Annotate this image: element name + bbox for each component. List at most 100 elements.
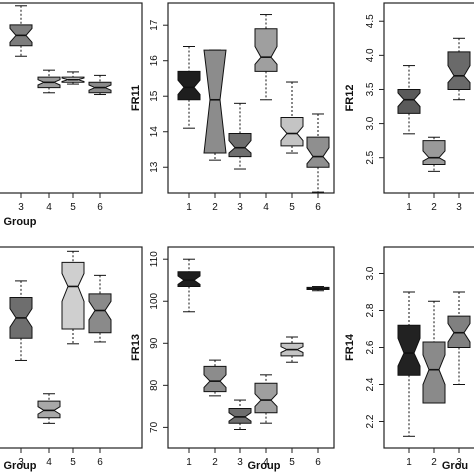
y-tick-label: 110 [149,251,160,267]
box [88,293,112,334]
box [254,382,278,414]
y-axis-label: FR12 [344,85,356,112]
plot-frame [383,2,474,194]
panel-5: 1 2 3 4 5 6 Group 70 80 90 100 110 FR13 [130,246,335,472]
x-tick-label: 5 [70,202,76,213]
box-group-6 [306,286,330,292]
x-tick-label: 6 [97,202,103,213]
x-tick-label: 3 [456,202,462,213]
y-axis-label: FR11 [130,85,142,111]
box-group-4 [254,14,278,101]
x-tick-label: 3 [456,457,462,468]
x-tick-label: 5 [289,202,295,213]
y-tick-label: 2.8 [365,303,376,317]
box-group-3 [228,399,252,430]
box [397,324,421,376]
box [228,408,252,424]
x-tick-label: 1 [186,202,192,213]
x-tick-label: 2 [212,457,218,468]
box-group-5 [280,336,304,363]
box [203,49,227,154]
y-tick-label: 16 [149,55,160,67]
x-tick-label: 5 [289,457,295,468]
box-group-2 [422,300,446,404]
box [447,51,471,90]
y-tick-label: 100 [149,292,160,309]
x-tick-label: 2 [212,202,218,213]
y-tick-label: 80 [149,379,160,391]
x-tick-label: 4 [263,457,269,468]
box [228,133,252,158]
plot-frame [0,246,143,449]
box-group-3 [447,291,471,385]
x-tick-label: 2 [431,202,437,213]
y-tick-label: 2.5 [365,150,376,164]
y-tick-label: 15 [149,90,160,102]
y-tick-label: 3.0 [365,266,376,280]
panel-2: 1 2 3 4 5 6 13 14 15 16 17 FR11 [130,2,335,213]
y-axis-label: FR13 [130,334,142,361]
y-tick-label: 14 [149,126,160,138]
y-tick-label: 90 [149,337,160,349]
panel-4: 3 4 5 6 Group [0,246,143,472]
x-tick-label: 1 [406,202,412,213]
box [37,400,61,419]
x-tick-label: 6 [97,457,103,468]
x-axis-label: Group [4,460,37,472]
x-tick-label: 6 [315,457,321,468]
y-tick-label: 2.4 [365,377,376,391]
x-tick-label: 3 [237,457,243,468]
box-group-3 [9,5,33,57]
x-axis-label: Group [248,460,281,472]
y-tick-label: 4.5 [365,14,376,28]
box-group-5 [61,250,85,345]
box [280,117,304,147]
box [422,140,446,165]
box-group-3 [9,280,33,361]
y-tick-label: 3.0 [365,116,376,130]
x-axis-label: Grou [442,460,468,472]
x-tick-label: 3 [237,202,243,213]
box-group-1 [397,65,421,135]
y-tick-label: 70 [149,421,160,433]
box-group-6 [88,274,112,343]
y-tick-label: 3.5 [365,82,376,96]
x-tick-label: 3 [18,202,24,213]
x-axis-label: Group [4,216,37,228]
box-group-5 [61,71,85,85]
box-group-6 [88,74,112,96]
panel-3: 1 2 3 2.5 3.0 3.5 4.0 4.5 FR12 [344,2,474,213]
box-group-4 [37,69,61,94]
box-group-2 [203,49,227,161]
plot-frame [167,2,335,194]
box-group-2 [422,136,446,172]
x-tick-label: 1 [406,457,412,468]
box-group-4 [37,393,61,424]
box-group-1 [397,291,421,437]
box-group-4 [254,374,278,424]
y-tick-label: 2.2 [365,414,376,428]
plot-frame [167,246,335,449]
panel-1: 3 4 5 6 Group [0,2,143,228]
box-group-6 [306,113,330,193]
x-tick-label: 3 [18,457,24,468]
box [203,365,227,393]
y-axis-label: FR14 [344,333,356,361]
box-group-3 [228,102,252,170]
y-tick-label: 17 [149,19,160,31]
y-tick-label: 4.0 [365,48,376,62]
x-tick-label: 1 [186,457,192,468]
box [254,28,278,72]
box [306,136,330,168]
box-group-3 [447,37,471,101]
box-group-1 [177,46,201,129]
x-tick-label: 5 [70,457,76,468]
box [422,341,446,404]
box [61,261,85,330]
box-group-1 [177,258,201,313]
y-tick-label: 2.6 [365,340,376,354]
box [177,70,201,101]
plot-frame [0,2,143,194]
